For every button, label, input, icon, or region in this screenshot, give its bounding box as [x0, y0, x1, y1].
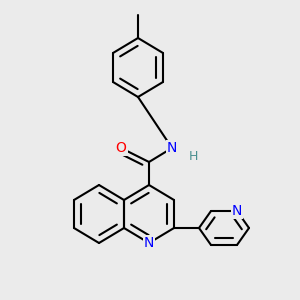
Text: O: O: [116, 141, 126, 155]
Text: N: N: [167, 141, 177, 155]
Text: N: N: [232, 204, 242, 218]
Text: H: H: [188, 149, 198, 163]
Text: N: N: [144, 236, 154, 250]
